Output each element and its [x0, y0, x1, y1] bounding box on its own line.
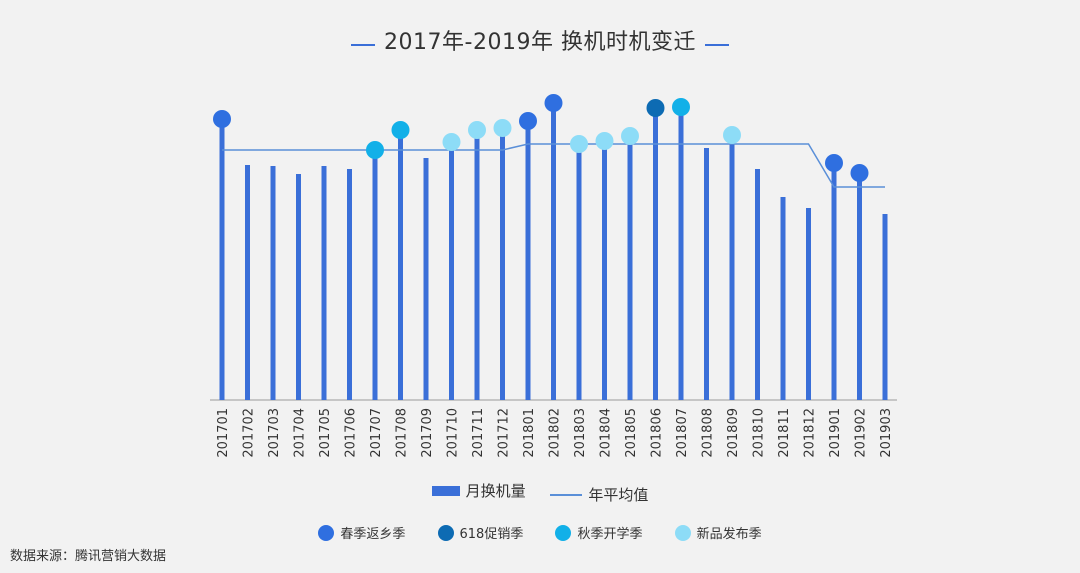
data-source: 数据来源：腾讯营销大数据 — [10, 549, 167, 564]
bar-201708 — [398, 130, 403, 400]
bar-201801 — [525, 121, 531, 400]
tick-label-201809: 201809 — [726, 408, 741, 458]
tick-label-201903: 201903 — [879, 408, 894, 458]
bar-201806 — [653, 108, 658, 400]
season-legend-autumn: 秋季开学季 — [555, 523, 642, 542]
tick-label-201702: 201702 — [242, 408, 257, 458]
marker-201711 — [468, 121, 486, 139]
tick-label-201711: 201711 — [471, 408, 486, 458]
tick-label-201709: 201709 — [420, 408, 435, 458]
tick-label-201810: 201810 — [752, 408, 767, 458]
marker-201807 — [672, 98, 690, 116]
s618-dot-icon — [437, 524, 454, 541]
tick-label-201701: 201701 — [216, 408, 231, 458]
bar-201706 — [347, 169, 352, 400]
bar-201804 — [602, 141, 607, 400]
bar-201808 — [704, 148, 709, 400]
bar-201809 — [729, 135, 735, 400]
marker-201712 — [493, 119, 512, 137]
chart-legend: 月换机量 年平均值 — [0, 480, 1080, 505]
line-swatch-icon — [550, 493, 583, 496]
title-deco-left — [350, 43, 375, 46]
marker-201707 — [366, 141, 384, 159]
season-legend-618: 618促销季 — [437, 523, 524, 542]
season-legend-spring: 春季返乡季 — [318, 523, 405, 542]
autumn-dot-icon — [555, 524, 572, 541]
bar-201710 — [449, 142, 454, 400]
tick-label-201811: 201811 — [777, 408, 792, 458]
tick-label-201706: 201706 — [344, 408, 359, 458]
tick-label-201803: 201803 — [573, 408, 588, 458]
marker-201901 — [825, 154, 843, 172]
tick-label-201902: 201902 — [854, 408, 869, 458]
season-legend-newphone: 新品发布季 — [674, 523, 762, 542]
avg-line — [222, 143, 885, 188]
bar-201701 — [219, 119, 225, 400]
legend-item-bar: 月换机量 — [431, 480, 526, 501]
tick-label-201805: 201805 — [624, 408, 639, 458]
marker-201803 — [570, 135, 588, 153]
marker-201802 — [544, 94, 563, 112]
bar-201703 — [270, 166, 276, 400]
marker-201710 — [442, 133, 461, 151]
newphone-dot-icon — [674, 524, 691, 541]
tick-label-201703: 201703 — [267, 408, 282, 458]
bar-201712 — [500, 128, 505, 400]
marker-201801 — [519, 112, 537, 130]
marker-201805 — [621, 127, 639, 145]
tick-label-201812: 201812 — [803, 408, 818, 458]
bar-201810 — [755, 169, 760, 400]
legend-line-label: 年平均值 — [588, 486, 649, 504]
tick-label-201704: 201704 — [293, 408, 308, 458]
bar-201901 — [831, 163, 837, 400]
tick-label-201808: 201808 — [701, 408, 716, 458]
legend-bar-label: 月换机量 — [465, 482, 526, 500]
bar-swatch-icon — [431, 485, 460, 496]
chart-title: 2017年-2019年 换机时机变迁 — [384, 30, 696, 55]
bar-201704 — [296, 174, 301, 400]
tick-label-201802: 201802 — [548, 408, 563, 458]
legend-item-line: 年平均值 — [550, 484, 648, 505]
tick-label-201708: 201708 — [395, 408, 410, 458]
bar-201803 — [576, 144, 582, 400]
title-deco-right — [705, 43, 730, 46]
bar-201802 — [551, 103, 556, 400]
chart-title-wrap: 2017年-2019年 换机时机变迁 — [0, 24, 1080, 56]
bar-201705 — [321, 166, 327, 400]
season-label-autumn: 秋季开学季 — [577, 527, 643, 542]
bar-201702 — [245, 165, 250, 400]
marker-201804 — [595, 132, 614, 150]
tick-label-201710: 201710 — [446, 408, 461, 458]
bar-201711 — [474, 130, 480, 400]
bar-201902 — [857, 173, 862, 400]
tick-label-201901: 201901 — [828, 408, 843, 458]
tick-label-201712: 201712 — [497, 408, 512, 458]
season-legend: 春季返乡季 618促销季 秋季开学季 新品发布季 — [0, 523, 1080, 545]
marker-201902 — [850, 164, 869, 182]
marker-201806 — [646, 99, 665, 117]
spring-dot-icon — [318, 524, 335, 541]
bar-201707 — [372, 150, 378, 400]
tick-label-201807: 201807 — [675, 408, 690, 458]
season-label-spring: 春季返乡季 — [340, 527, 406, 542]
bar-201807 — [678, 107, 684, 400]
tick-label-201705: 201705 — [318, 408, 333, 458]
season-label-newphone: 新品发布季 — [696, 527, 762, 542]
tick-label-201801: 201801 — [522, 408, 537, 458]
bar-201805 — [627, 136, 633, 400]
season-label-618: 618促销季 — [459, 527, 524, 542]
bar-201812 — [806, 208, 811, 400]
bar-201709 — [423, 158, 429, 400]
marker-201708 — [391, 121, 410, 139]
marker-201701 — [213, 110, 231, 128]
tick-label-201707: 201707 — [369, 408, 384, 458]
bar-201811 — [780, 197, 786, 400]
tick-label-201804: 201804 — [599, 408, 614, 458]
bar-201903 — [882, 214, 888, 400]
marker-201809 — [723, 126, 741, 144]
tick-label-201806: 201806 — [650, 408, 665, 458]
